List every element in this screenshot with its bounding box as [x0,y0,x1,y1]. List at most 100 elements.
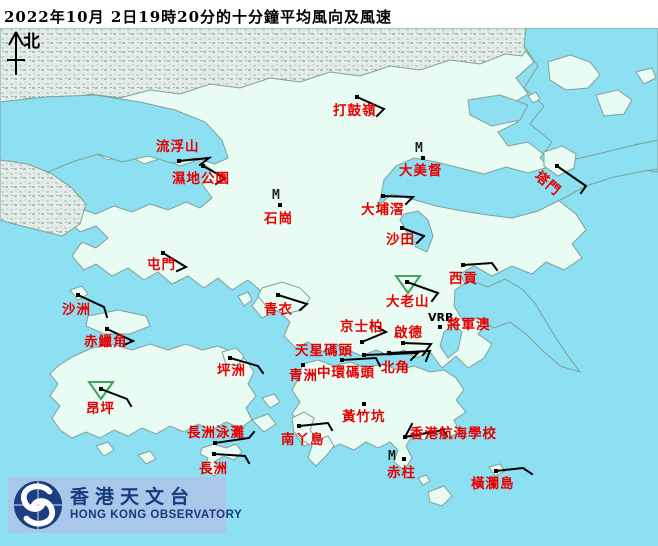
station-label: 打鼓嶺 [333,102,377,119]
wind-barb [360,326,389,344]
station-dot [387,351,391,355]
wind-barb [161,251,189,273]
station-dot [362,402,366,406]
hko-logo: 香港天文台 HONG KONG OBSERVATORY [8,477,242,533]
station-waglan-island: 橫瀾島 [471,466,534,492]
station-green-island: 青洲 [289,363,318,384]
wind-barb [297,421,334,432]
station-label: 京士柏 [340,318,384,335]
crooked-island [547,54,601,91]
station-label: 屯門 [147,256,176,273]
small-islet-2 [417,474,431,486]
hko-logo-icon [13,480,63,530]
station-dot [301,363,305,367]
page-title: 2022年10月 2日19時20分的十分鐘平均風向及風速 [0,0,658,28]
po-toi-island [427,485,453,507]
station-dot [355,95,359,99]
cheung-chau-island [199,443,243,477]
station-label: 昂坪 [86,401,115,417]
station-dot [461,263,465,267]
station-peng-chau: 坪洲 [217,356,265,379]
small-islet-3 [261,393,281,409]
shekou-peninsula [0,159,87,237]
north-arrow: 北 [7,31,40,75]
wind-barb [340,356,382,368]
station-dot [201,164,205,168]
station-label: 長洲泳灘 [187,424,245,441]
station-cheung-chau: 長洲 [199,452,251,477]
tap-mun-island [543,145,577,177]
station-label: 將軍澳 [447,316,491,333]
station-label: 南丫島 [281,431,325,448]
ma-wan-island [237,291,253,307]
station-dot [278,203,282,207]
wind-barb [555,164,588,195]
station-dot [297,424,301,428]
wind-barb [276,293,310,312]
small-islet-1 [527,91,541,104]
station-cheung-chau-beach: 長洲泳灘 [187,424,256,445]
junk-bay-water [439,323,463,359]
chek-lap-kok-airport-island [85,309,151,335]
station-dot [276,293,280,297]
station-star-ferry-pier: 天星碼頭 [295,343,421,362]
station-label: 濕地公園 [172,170,230,187]
station-lau-fau-shan: 流浮山 [156,138,213,167]
station-north-point: 北角 [381,349,432,376]
tolo-harbour-water [378,139,658,219]
station-lamma-island: 南丫島 [281,421,334,448]
variable-wind-marker: VRB [428,311,453,324]
wind-barb [177,156,213,167]
station-tsing-yi: 青衣 [264,293,310,318]
station-ta-kwu-ling: 打鼓嶺 [333,95,386,119]
station-dot [421,156,425,160]
station-ngong-ping: 昂坪 [86,381,133,417]
station-stanley: M赤柱 [387,449,416,481]
station-dot [99,387,103,391]
station-label: 西貢 [449,271,478,287]
soko-islet-2 [137,450,157,465]
station-tai-po-kau: 大埔滘 [361,194,416,218]
station-label: 坪洲 [217,363,246,379]
starling-inlet-water [467,94,529,127]
station-label: 香港航海學校 [409,425,497,442]
no-data-marker: M [272,188,280,203]
wind-barb [494,466,534,476]
station-label: 橫瀾島 [471,475,515,492]
north-label: 北 [23,32,40,52]
station-central-pier: 中環碼頭 [317,356,382,381]
station-dot [494,469,498,473]
no-data-marker: M [388,449,396,464]
station-label: 流浮山 [156,138,200,155]
station-hk-sea-school: 香港航海學校 [403,422,497,442]
station-dot [360,340,364,344]
station-dot [76,293,80,297]
station-label: 北角 [381,359,410,376]
wind-barb [405,280,440,303]
station-dot [405,280,409,284]
station-label: 沙田 [386,232,415,248]
tsing-yi-island [257,281,311,315]
wind-barb [461,261,499,272]
station-label: 青洲 [289,367,318,384]
station-dot [401,341,405,345]
station-dot [400,226,404,230]
station-dot [212,452,216,456]
station-label: 長洲 [199,461,228,477]
station-sai-kung: 西貢 [449,261,499,287]
station-dot [340,358,344,362]
station-label: 赤柱 [387,464,416,481]
wind-barb [213,430,256,445]
station-dot [555,164,559,168]
soko-islet-1 [95,441,115,457]
station-label: 大埔滘 [361,201,405,218]
station-label: 大美督 [399,162,443,179]
station-label: 黃竹坑 [341,408,386,425]
station-label: 天星碼頭 [295,343,353,359]
station-kings-park: 京士柏 [340,318,389,344]
station-dot [403,435,407,439]
station-chek-lap-kok: 赤鱲角 [84,327,136,350]
